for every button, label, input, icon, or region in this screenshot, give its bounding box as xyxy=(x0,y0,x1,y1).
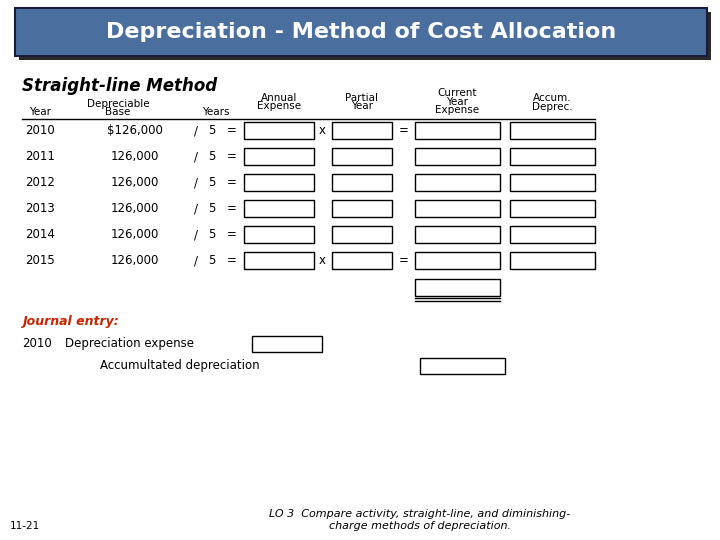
Bar xyxy=(332,148,392,165)
Text: Deprec.: Deprec. xyxy=(532,102,573,112)
Bar xyxy=(415,252,500,269)
Bar xyxy=(415,279,500,296)
Text: =: = xyxy=(227,176,237,189)
Text: =: = xyxy=(399,124,409,137)
Text: 5: 5 xyxy=(208,124,216,137)
Text: /: / xyxy=(194,124,198,137)
Text: /: / xyxy=(194,254,198,267)
Text: Year: Year xyxy=(446,97,469,107)
Bar xyxy=(415,200,500,217)
Text: Accumultated depreciation: Accumultated depreciation xyxy=(100,359,260,372)
Text: =: = xyxy=(399,254,409,267)
Text: =: = xyxy=(227,124,237,137)
Bar xyxy=(244,226,314,243)
Bar xyxy=(244,122,314,139)
Text: 126,000: 126,000 xyxy=(111,176,159,189)
Text: =: = xyxy=(227,254,237,267)
Bar xyxy=(332,174,392,191)
Text: Journal entry:: Journal entry: xyxy=(22,315,119,328)
Text: /: / xyxy=(194,202,198,215)
Bar xyxy=(510,200,595,217)
Bar xyxy=(510,122,595,139)
Text: 11-21: 11-21 xyxy=(10,521,40,531)
Bar xyxy=(415,174,500,191)
Text: =: = xyxy=(227,150,237,163)
Bar xyxy=(244,148,314,165)
Bar xyxy=(332,200,392,217)
Text: Year: Year xyxy=(29,107,51,117)
Text: Expense: Expense xyxy=(257,101,301,111)
Text: Partial: Partial xyxy=(346,93,379,103)
Bar xyxy=(332,226,392,243)
Bar xyxy=(252,336,322,352)
Text: 2015: 2015 xyxy=(25,254,55,267)
Text: Depreciation expense: Depreciation expense xyxy=(65,337,194,350)
Text: 5: 5 xyxy=(208,176,216,189)
Bar xyxy=(332,252,392,269)
Text: Depreciation - Method of Cost Allocation: Depreciation - Method of Cost Allocation xyxy=(106,22,616,42)
Text: 2014: 2014 xyxy=(25,228,55,241)
Text: 5: 5 xyxy=(208,150,216,163)
Text: Depreciable: Depreciable xyxy=(86,99,149,109)
Bar xyxy=(415,148,500,165)
Text: 126,000: 126,000 xyxy=(111,228,159,241)
Bar xyxy=(510,252,595,269)
Text: 5: 5 xyxy=(208,202,216,215)
Text: /: / xyxy=(194,228,198,241)
Bar xyxy=(244,200,314,217)
Text: Accum.: Accum. xyxy=(534,93,572,103)
Bar xyxy=(415,226,500,243)
Text: $126,000: $126,000 xyxy=(107,124,163,137)
Text: =: = xyxy=(227,202,237,215)
Text: 126,000: 126,000 xyxy=(111,254,159,267)
Bar xyxy=(510,174,595,191)
Text: 5: 5 xyxy=(208,228,216,241)
Text: /: / xyxy=(194,176,198,189)
Text: Years: Years xyxy=(202,107,230,117)
Bar xyxy=(19,12,711,60)
Bar xyxy=(244,252,314,269)
Text: Base: Base xyxy=(105,107,131,117)
Text: 5: 5 xyxy=(208,254,216,267)
Text: Annual: Annual xyxy=(261,93,297,103)
Text: x: x xyxy=(318,254,325,267)
Text: Current: Current xyxy=(438,88,477,98)
Text: Expense: Expense xyxy=(436,105,480,115)
Bar xyxy=(510,226,595,243)
Bar xyxy=(420,358,505,374)
Text: 2013: 2013 xyxy=(25,202,55,215)
Text: 2010: 2010 xyxy=(22,337,52,350)
Text: x: x xyxy=(318,124,325,137)
Text: 126,000: 126,000 xyxy=(111,202,159,215)
Bar xyxy=(244,174,314,191)
Text: /: / xyxy=(194,150,198,163)
Text: =: = xyxy=(227,228,237,241)
Text: 2012: 2012 xyxy=(25,176,55,189)
Text: Straight-line Method: Straight-line Method xyxy=(22,77,217,95)
Bar xyxy=(510,148,595,165)
Text: LO 3  Compare activity, straight-line, and diminishing-
charge methods of deprec: LO 3 Compare activity, straight-line, an… xyxy=(269,509,571,531)
Text: 2011: 2011 xyxy=(25,150,55,163)
Text: Year: Year xyxy=(351,101,373,111)
Bar xyxy=(15,8,707,56)
Text: 2010: 2010 xyxy=(25,124,55,137)
Bar xyxy=(415,122,500,139)
Text: 126,000: 126,000 xyxy=(111,150,159,163)
Bar xyxy=(332,122,392,139)
